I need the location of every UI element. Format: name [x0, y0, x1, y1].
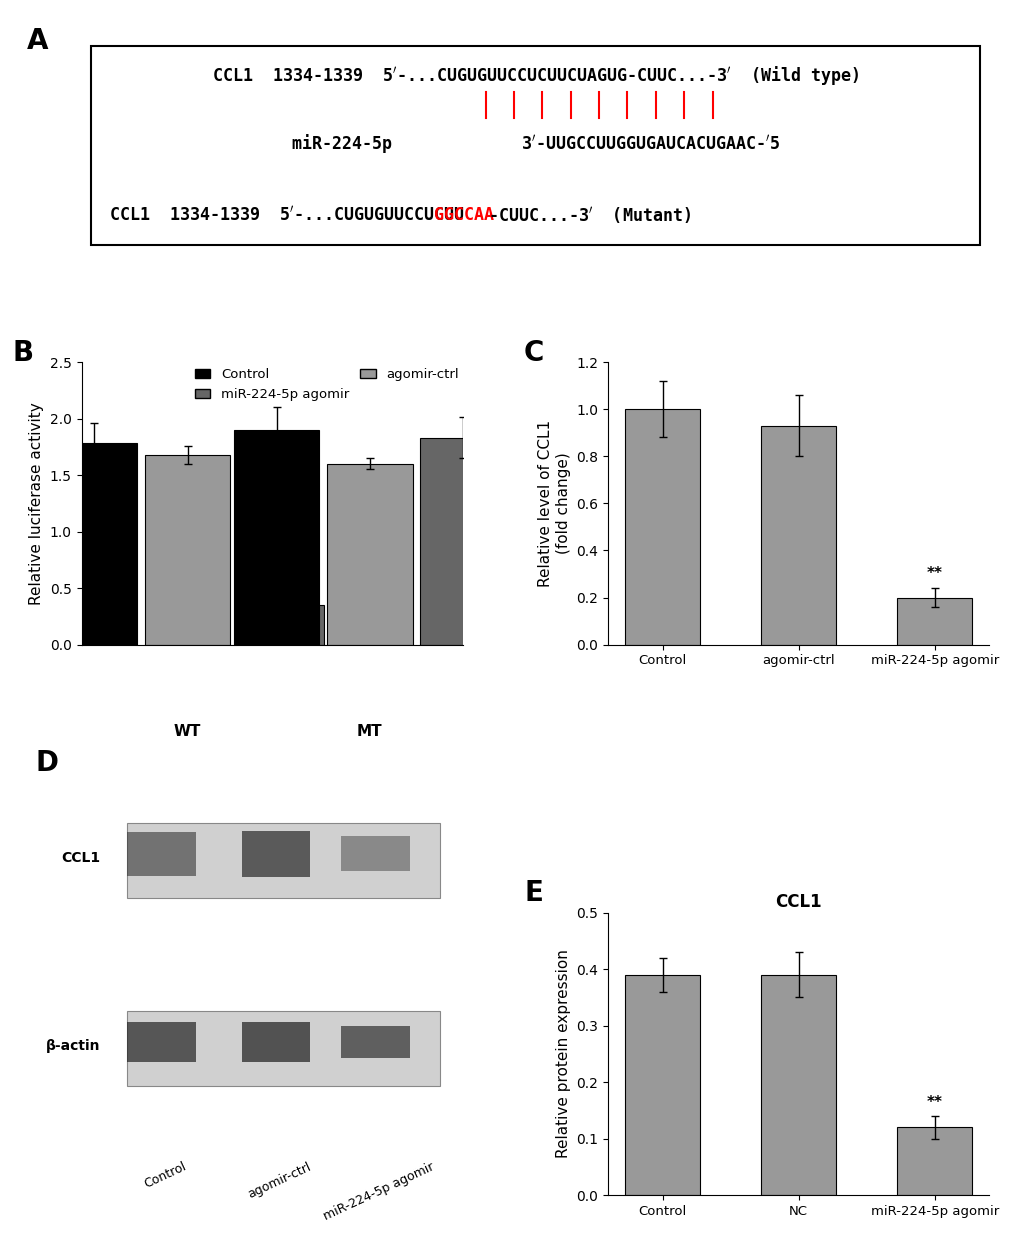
Text: D: D [36, 748, 59, 777]
Text: C: C [524, 340, 544, 367]
Bar [760, 975, 836, 1195]
Text: β-actin: β-actin [46, 1040, 101, 1053]
Text: **: ** [925, 1096, 942, 1111]
Text: -CUUC...-3$'$  (Mutant): -CUUC...-3$'$ (Mutant) [487, 205, 690, 225]
FancyBboxPatch shape [340, 1026, 410, 1058]
Bar [760, 426, 836, 645]
Text: **: ** [925, 566, 942, 581]
FancyBboxPatch shape [242, 1022, 310, 1062]
FancyBboxPatch shape [127, 823, 440, 898]
Text: GGCCAA: GGCCAA [433, 207, 493, 224]
FancyBboxPatch shape [127, 832, 196, 875]
Y-axis label: Relative luciferase activity: Relative luciferase activity [30, 402, 44, 605]
Bar [625, 975, 699, 1195]
Bar [897, 598, 971, 645]
Text: WT: WT [173, 723, 201, 738]
Bar [145, 454, 230, 645]
Y-axis label: Relative protein expression: Relative protein expression [555, 950, 571, 1158]
Bar [625, 410, 699, 645]
Text: miR-224-5p             3$'$-UUGCCUUGGUGAUCACUGAAC-$'$5: miR-224-5p 3$'$-UUGCCUUGGUGAUCACUGAAC-$'… [290, 132, 780, 154]
Text: Control: Control [143, 1160, 189, 1191]
FancyBboxPatch shape [127, 1011, 440, 1086]
Bar [237, 605, 323, 645]
Text: A: A [28, 26, 49, 55]
FancyBboxPatch shape [91, 46, 979, 245]
Bar [233, 430, 319, 645]
Text: agomir-ctrl: agomir-ctrl [246, 1160, 314, 1201]
Text: E: E [524, 879, 542, 906]
Text: CCL1  1334-1339  5$'$-...CUGUGUUCCUCUUCUAGUG-CUUC...-3$'$  (Wild type): CCL1 1334-1339 5$'$-...CUGUGUUCCUCUUCUAG… [212, 63, 858, 87]
FancyBboxPatch shape [127, 1022, 196, 1062]
Text: miR-224-5p agomir: miR-224-5p agomir [321, 1160, 436, 1223]
Bar [420, 438, 505, 645]
Text: CCL1: CCL1 [61, 852, 101, 865]
Text: CCL1  1334-1339  5$'$-...CUGUGUUCCUCUU: CCL1 1334-1339 5$'$-...CUGUGUUCCUCUU [109, 205, 464, 225]
Legend: Control, miR-224-5p agomir, agomir-ctrl: Control, miR-224-5p agomir, agomir-ctrl [190, 364, 464, 406]
Text: MT: MT [357, 723, 382, 738]
Y-axis label: Relative level of CCL1
(fold change): Relative level of CCL1 (fold change) [538, 420, 571, 586]
Bar [51, 443, 138, 645]
Title: CCL1: CCL1 [774, 893, 821, 911]
Bar [326, 464, 413, 645]
FancyBboxPatch shape [242, 830, 310, 876]
Text: B: B [13, 340, 34, 367]
Text: **: ** [272, 578, 288, 593]
FancyBboxPatch shape [340, 837, 410, 872]
Bar [897, 1128, 971, 1195]
